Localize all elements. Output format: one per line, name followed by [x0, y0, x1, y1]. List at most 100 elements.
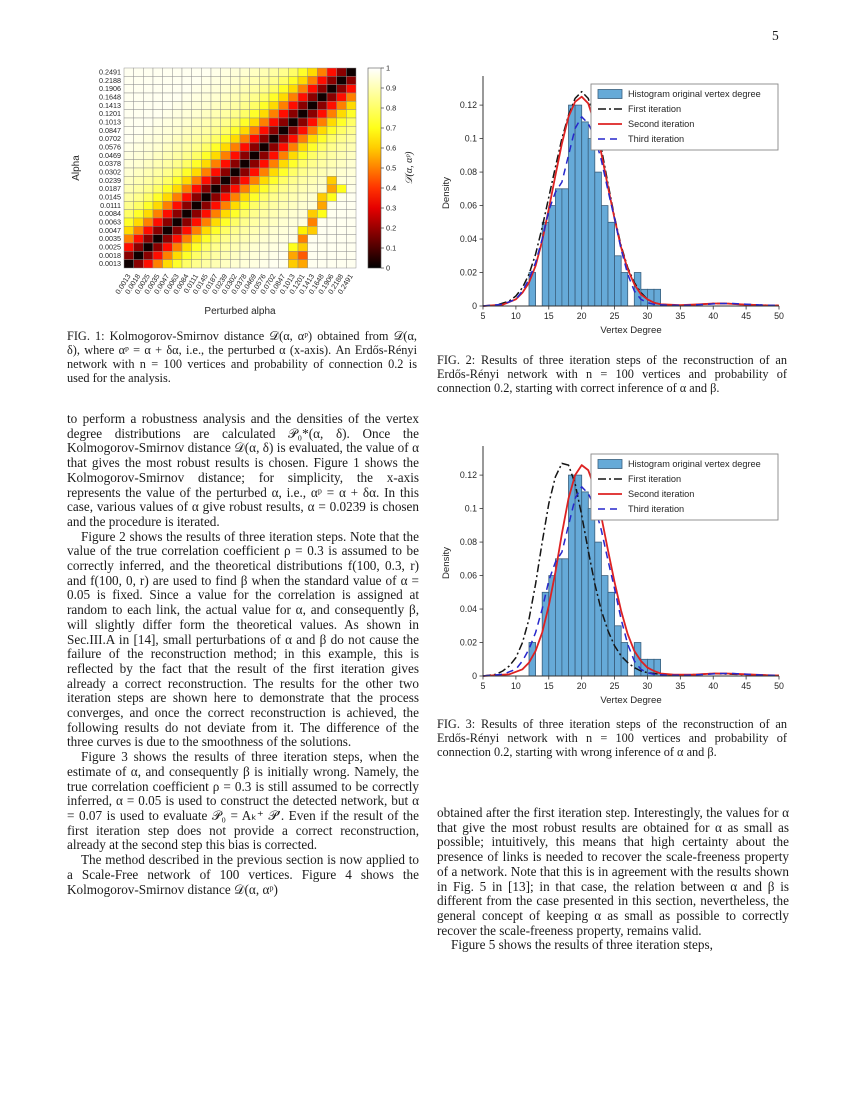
- svg-text:0.5: 0.5: [386, 164, 396, 173]
- axes: 5 10 15 20 25 30 35 40 45 50 0 0.02 0.04 0.06 0.08 0.1 0…: [441, 76, 784, 336]
- svg-text:0.06: 0.06: [460, 200, 477, 210]
- svg-text:30: 30: [643, 681, 653, 691]
- svg-text:5: 5: [481, 681, 486, 691]
- legend: Histogram original vertex degree First it…: [590, 453, 779, 521]
- svg-text:0.0239: 0.0239: [99, 176, 121, 185]
- fig3-caption: FIG. 3: Results of three iteration steps…: [437, 717, 787, 759]
- svg-text:10: 10: [511, 311, 521, 321]
- svg-text:0.0847: 0.0847: [99, 126, 121, 135]
- svg-text:Histogram original vertex degr: Histogram original vertex degree: [628, 459, 761, 469]
- heatmap-y-axis: 0.24910.21880.19060.16480.14130.12010.10…: [71, 68, 121, 269]
- svg-text:0.3: 0.3: [386, 204, 396, 213]
- body-paragraph: Figure 5 shows the results of three iter…: [451, 937, 713, 953]
- svg-text:Second iteration: Second iteration: [628, 119, 694, 129]
- svg-text:0.0018: 0.0018: [99, 251, 121, 260]
- curve-second-iteration: [482, 464, 780, 677]
- svg-text:10: 10: [511, 681, 521, 691]
- body-paragraph: Figure 2 shows the results of three iter…: [67, 528, 419, 750]
- svg-text:0.06: 0.06: [460, 570, 477, 580]
- svg-text:First iteration: First iteration: [628, 474, 681, 484]
- heatmap-colorbar: 0 0.1 0.2 0.3 0.4 0.5 0.6 0.7 0.8 0.9 1 𝒟(α, αᵖ): [367, 64, 415, 273]
- svg-text:Histogram original vertex degr: Histogram original vertex degree: [628, 89, 761, 99]
- svg-text:0: 0: [386, 264, 390, 273]
- svg-text:25: 25: [610, 681, 620, 691]
- svg-text:0.0469: 0.0469: [99, 151, 121, 160]
- svg-text:Third iteration: Third iteration: [628, 134, 684, 144]
- svg-text:0.0702: 0.0702: [99, 134, 121, 143]
- svg-text:45: 45: [741, 681, 751, 691]
- svg-text:20: 20: [577, 311, 587, 321]
- svg-text:40: 40: [708, 311, 718, 321]
- svg-text:0.12: 0.12: [460, 100, 477, 110]
- svg-text:45: 45: [741, 311, 751, 321]
- svg-text:1: 1: [386, 64, 390, 73]
- svg-text:Density: Density: [441, 177, 452, 209]
- svg-text:Vertex Degree: Vertex Degree: [600, 695, 661, 706]
- svg-text:0.7: 0.7: [386, 124, 396, 133]
- svg-text:0.2: 0.2: [386, 224, 396, 233]
- svg-text:35: 35: [675, 311, 685, 321]
- svg-text:First iteration: First iteration: [628, 104, 681, 114]
- fig3-histogram: 5 10 15 20 25 30 35 40 45 50 0 0.02 0.04 0.06 0.08 0.1 0…: [441, 446, 784, 706]
- curve-third-iteration: [482, 486, 780, 677]
- svg-text:0.0576: 0.0576: [99, 143, 121, 152]
- svg-text:35: 35: [675, 681, 685, 691]
- left-column-text: to perform a robustness analysis and the…: [67, 411, 419, 897]
- body-paragraph: obtained after the first iteration step.…: [437, 805, 789, 938]
- svg-text:0.04: 0.04: [460, 234, 477, 244]
- body-paragraph: to perform a robustness analysis and the…: [67, 411, 419, 529]
- svg-text:0.0111: 0.0111: [100, 201, 121, 210]
- axes: 5 10 15 20 25 30 35 40 45 50 0 0.02 0.04 0.06 0.08 0.1 0…: [441, 446, 784, 706]
- svg-text:0.4: 0.4: [386, 184, 396, 193]
- svg-text:25: 25: [610, 311, 620, 321]
- svg-text:Vertex Degree: Vertex Degree: [600, 325, 661, 336]
- fig1-heatmap: 0.24910.21880.19060.16480.14130.12010.10…: [71, 64, 415, 318]
- svg-text:0.1413: 0.1413: [99, 101, 121, 110]
- svg-text:50: 50: [774, 681, 784, 691]
- svg-text:Third iteration: Third iteration: [628, 504, 684, 514]
- svg-text:0.08: 0.08: [460, 167, 477, 177]
- svg-text:0.2491: 0.2491: [99, 68, 121, 77]
- fig2-caption: FIG. 2: Results of three iteration steps…: [437, 353, 787, 395]
- svg-text:0.0047: 0.0047: [99, 226, 121, 235]
- svg-text:0.1013: 0.1013: [99, 118, 121, 127]
- svg-text:40: 40: [708, 681, 718, 691]
- svg-text:0.1906: 0.1906: [99, 84, 121, 93]
- heatmap-cells: [123, 67, 357, 269]
- svg-text:15: 15: [544, 311, 554, 321]
- svg-text:Alpha: Alpha: [71, 155, 82, 181]
- svg-text:0.0035: 0.0035: [99, 234, 121, 243]
- fig1-caption: FIG. 1: Kolmogorov-Smirnov distance 𝒟(α,…: [67, 329, 417, 385]
- svg-text:0.0378: 0.0378: [99, 159, 121, 168]
- svg-text:0.0025: 0.0025: [99, 243, 121, 252]
- svg-text:30: 30: [643, 311, 653, 321]
- svg-text:0.0084: 0.0084: [99, 209, 121, 218]
- svg-text:50: 50: [774, 311, 784, 321]
- svg-text:0.1: 0.1: [465, 503, 477, 513]
- svg-text:5: 5: [481, 311, 486, 321]
- svg-text:0.02: 0.02: [460, 267, 477, 277]
- svg-text:0: 0: [472, 671, 477, 681]
- svg-text:0.02: 0.02: [460, 637, 477, 647]
- heatmap-x-axis: 0.00130.00180.00250.00350.00470.00630.00…: [113, 272, 355, 317]
- curve-third-iteration: [482, 116, 780, 307]
- svg-text:Second iteration: Second iteration: [628, 489, 694, 499]
- svg-text:0.0145: 0.0145: [99, 193, 121, 202]
- right-column-text: obtained after the first iteration step.…: [437, 805, 789, 953]
- svg-text:Perturbed alpha: Perturbed alpha: [204, 306, 276, 317]
- page-number: 5: [772, 28, 779, 43]
- svg-text:𝒟(α, αᵖ): 𝒟(α, αᵖ): [404, 151, 415, 185]
- svg-text:0.2188: 0.2188: [99, 76, 121, 85]
- svg-text:0.0187: 0.0187: [99, 184, 121, 193]
- svg-text:0.1: 0.1: [465, 133, 477, 143]
- svg-text:15: 15: [544, 681, 554, 691]
- svg-text:0.8: 0.8: [386, 104, 396, 113]
- svg-text:0.1201: 0.1201: [99, 109, 121, 118]
- svg-text:0.6: 0.6: [386, 144, 396, 153]
- svg-text:0.0302: 0.0302: [99, 168, 121, 177]
- svg-text:0.12: 0.12: [460, 470, 477, 480]
- svg-text:0.9: 0.9: [386, 84, 396, 93]
- svg-text:0.1: 0.1: [386, 244, 396, 253]
- fig2-histogram: 5 10 15 20 25 30 35 40 45 50 0 0.02 0.04 0.06 0.08 0.1 0…: [441, 76, 784, 336]
